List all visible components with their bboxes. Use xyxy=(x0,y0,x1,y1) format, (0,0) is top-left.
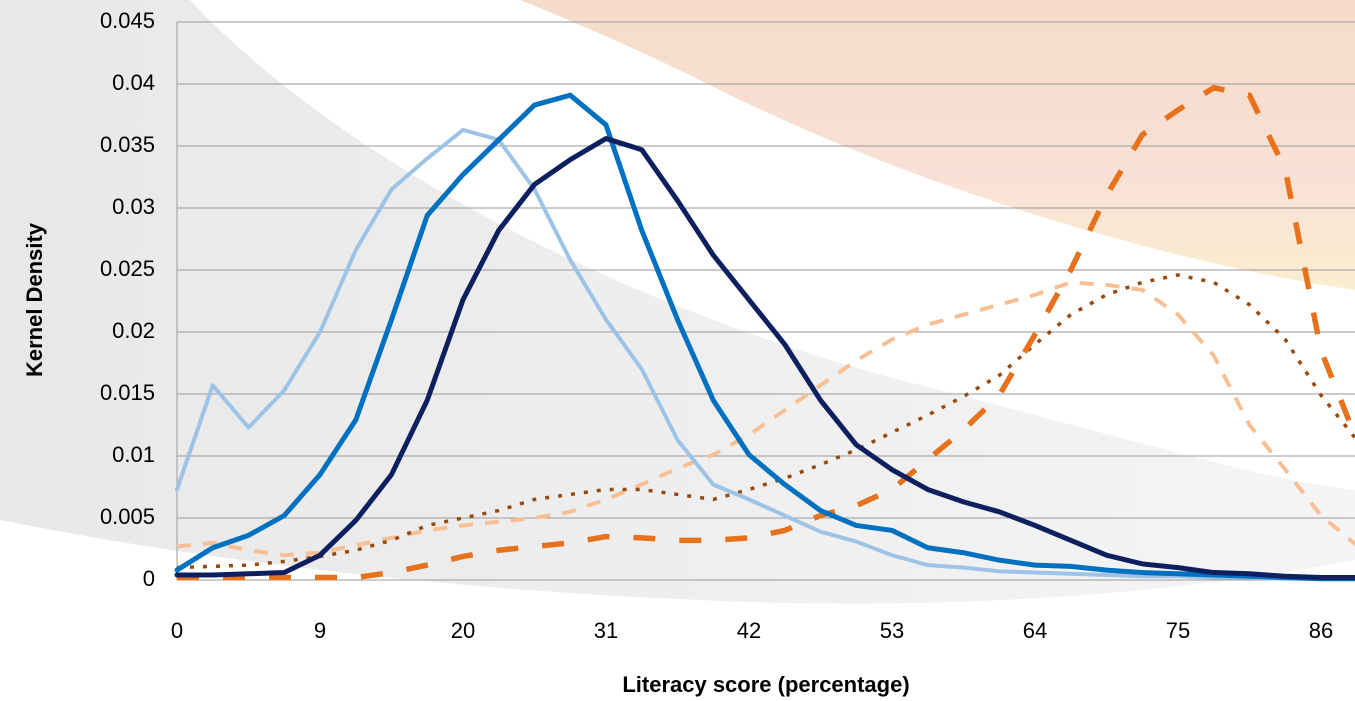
x-axis-title: Literacy score (percentage) xyxy=(622,672,909,697)
y-tick-label: 0.005 xyxy=(100,504,155,529)
x-tick-label: 64 xyxy=(1023,618,1047,643)
series-line xyxy=(174,92,1355,582)
series-line xyxy=(177,84,1355,581)
series-line xyxy=(176,273,1355,570)
y-tick-label: 0.045 xyxy=(100,8,155,33)
y-axis-title: Kernel Density xyxy=(22,222,47,377)
y-tick-label: 0.02 xyxy=(112,318,155,343)
x-tick-label: 86 xyxy=(1309,618,1333,643)
x-tick-label: 53 xyxy=(880,618,904,643)
y-tick-label: 0.015 xyxy=(100,380,155,405)
plot-area: 0 0.005 0.01 0.015 0.02 0.025 0.03 0.035 0.04 0.0… xyxy=(100,8,1355,643)
x-tick-label: 9 xyxy=(314,618,326,643)
x-tick-label: 20 xyxy=(451,618,475,643)
y-tick-label: 0.01 xyxy=(112,442,155,467)
y-tick-label: 0.035 xyxy=(100,132,155,157)
background xyxy=(0,0,1355,604)
y-tick-label: 0.03 xyxy=(112,194,155,219)
y-tick-label: 0.025 xyxy=(100,256,155,281)
x-tick-label: 42 xyxy=(737,618,761,643)
series-line xyxy=(175,127,1355,581)
x-tick-label: 31 xyxy=(594,618,618,643)
x-tick-label: 0 xyxy=(171,618,183,643)
y-tick-label: 0.04 xyxy=(112,70,155,95)
series-line xyxy=(174,136,1355,581)
x-tick-label: 75 xyxy=(1166,618,1190,643)
series-line xyxy=(176,280,1355,558)
y-tick-label: 0 xyxy=(143,566,155,591)
